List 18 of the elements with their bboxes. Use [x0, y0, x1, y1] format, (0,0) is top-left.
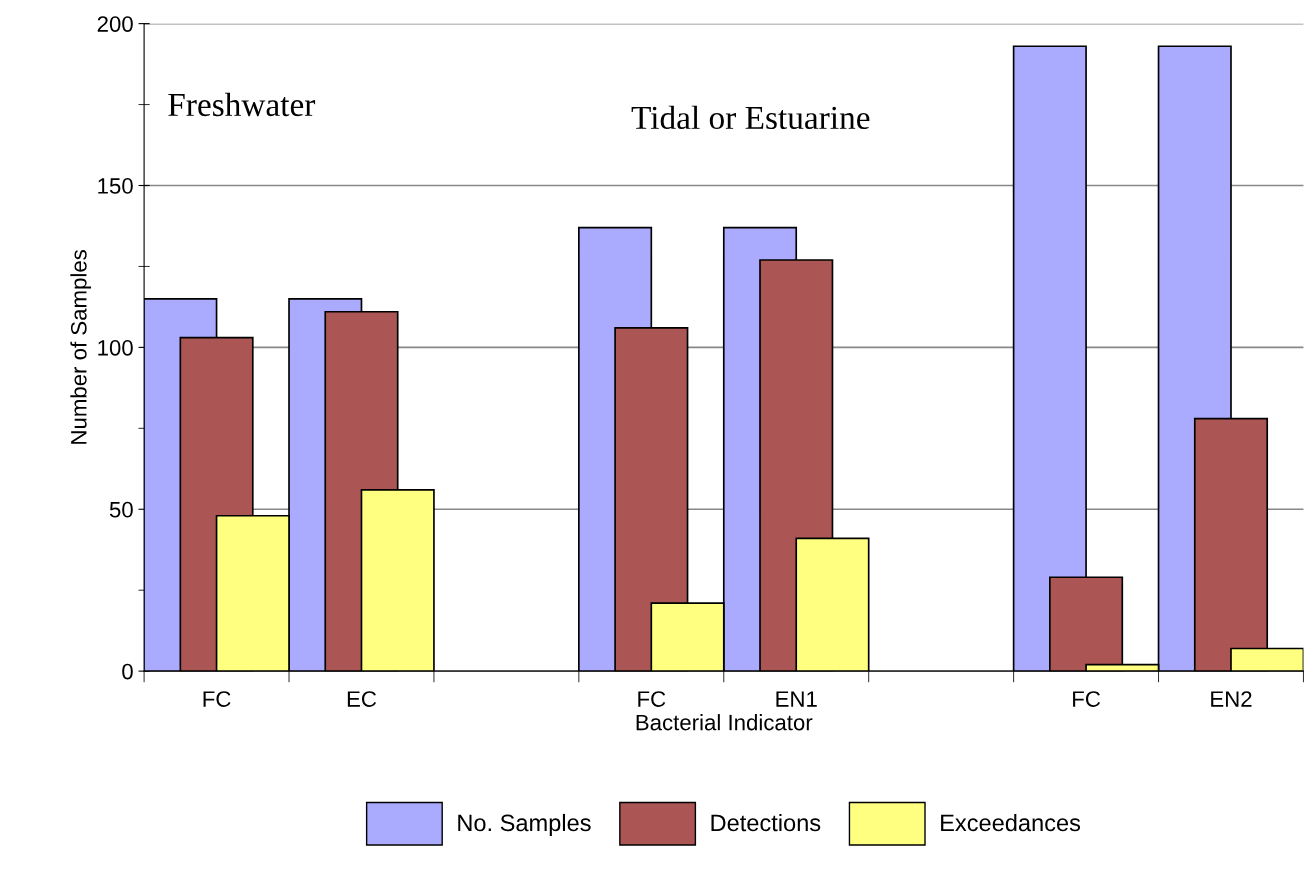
- x-axis-title: Bacterial Indicator: [636, 714, 813, 731]
- y-axis-title: Number of Samples: [70, 249, 92, 444]
- legend-label: Exceedances: [941, 813, 1081, 832]
- x-tick-label: FC: [638, 691, 666, 707]
- annotation: Tidal or Estuarine: [631, 105, 870, 130]
- x-tick-label: EN1: [776, 691, 817, 707]
- x-tick-label: EN2: [1211, 691, 1252, 707]
- x-tick-label: FC: [1073, 691, 1101, 707]
- y-tick-label: 100: [98, 339, 133, 356]
- legend-label: No. Samples: [458, 813, 591, 836]
- y-tick-label: 200: [97, 16, 133, 32]
- y-tick-label: 0: [122, 663, 133, 680]
- x-tick-label: EC: [347, 691, 377, 707]
- x-tick-label: FC: [203, 691, 231, 707]
- annotation: Freshwater: [168, 92, 316, 117]
- legend-label: Detections: [711, 813, 821, 832]
- y-tick-label: 150: [98, 178, 133, 194]
- y-tick-label: 50: [109, 501, 133, 518]
